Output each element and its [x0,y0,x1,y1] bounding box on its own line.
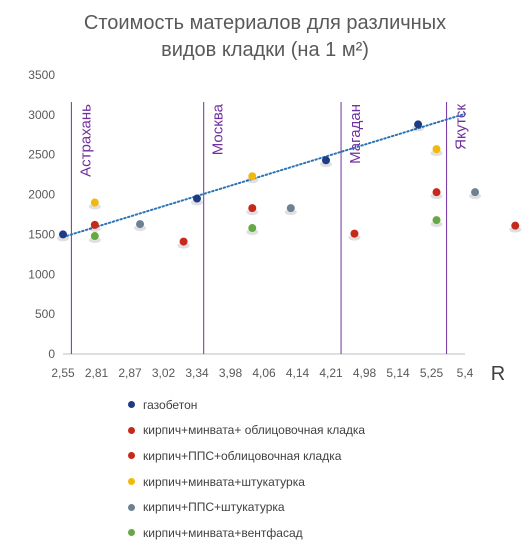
x-tick-label: 3,98 [219,366,243,380]
legend-label: кирпич+минвата+вентфасад [143,525,303,540]
legend-marker [128,478,135,486]
data-point [286,204,295,213]
legend-label: газобетон [143,397,198,412]
data-point [59,230,67,239]
data-point [414,120,423,129]
chart-title-line-2: видов кладки (на 1 м²) [161,39,369,61]
annotation-label: Магадан [347,104,364,164]
legend-marker [128,503,135,511]
x-tick-label: 2,81 [85,366,109,380]
data-point [90,220,99,229]
data-point [432,145,441,154]
legend-item: кирпич+ППС+штукатурка [128,494,365,520]
legend-marker [128,426,135,434]
y-tick-label: 2500 [28,148,55,162]
data-point [511,221,520,230]
legend-label: кирпич+минвата+ облицовочная кладка [143,423,366,438]
y-tick-label: 3000 [28,108,55,122]
data-point [350,229,359,238]
y-tick-label: 1000 [28,267,55,281]
data-point [471,188,480,197]
scatter-plot: 0 500 1000 1500 2000 2500 3000 3500 2,55 2,81 2,87… [28,68,522,385]
y-tick-label: 500 [35,307,55,321]
x-tick-label: 4,06 [252,366,276,380]
x-tick-label: 4,14 [286,366,310,380]
annotation-label: Якутск [453,104,470,150]
legend: газобетон кирпич+минвата+ облицовочная кл… [128,392,365,546]
legend-item: кирпич+ППС+облицовочная кладка [128,443,365,469]
x-axis-label: R [491,363,505,385]
data-point [432,188,441,197]
legend-item: газобетон [128,392,365,418]
y-tick-label: 3500 [28,68,55,82]
x-tick-label: 2,87 [118,366,142,380]
x-tick-label: 4,21 [319,366,343,380]
x-tick-label: 3,02 [152,366,176,380]
legend-marker [128,401,135,409]
chart-title-line-1: Стоимость материалов для различных [83,12,447,34]
x-tick-label: 3,34 [185,366,209,380]
x-tick-label: 4,98 [353,366,377,380]
annotation-label: Москва [210,103,227,155]
x-tick-label: 5,14 [386,366,410,380]
data-point [193,194,201,203]
data-point [90,232,99,241]
x-tick-label: 5,25 [420,366,444,380]
y-tick-label: 2000 [28,188,55,202]
x-tick-label: 2,55 [51,366,75,380]
legend-item: кирпич+минвата+ облицовочная кладка [128,418,365,444]
data-point [179,237,188,246]
legend-item: кирпич+минвата+штукатурка [128,469,365,495]
annotation-label: Астрахань [77,104,94,177]
data-point [136,220,145,229]
data-point [248,224,257,233]
legend-item: кирпич+минвата+вентфасад [128,520,365,546]
data-point [90,198,99,207]
legend-label: кирпич+ППС+облицовочная кладка [143,448,342,463]
x-tick-label: 5,4 [457,366,474,380]
legend-marker [128,529,135,537]
chart-title: Стоимость материалов для различных видов… [0,10,530,64]
data-point [248,172,257,181]
legend-label: кирпич+минвата+штукатурка [143,474,305,489]
legend-marker [128,452,135,460]
data-point [321,156,330,165]
y-tick-label: 0 [48,347,55,361]
legend-label: кирпич+ППС+штукатурка [143,500,285,515]
data-point [248,204,257,213]
data-point [432,216,441,225]
trendline [62,112,466,239]
y-tick-label: 1500 [28,227,55,241]
